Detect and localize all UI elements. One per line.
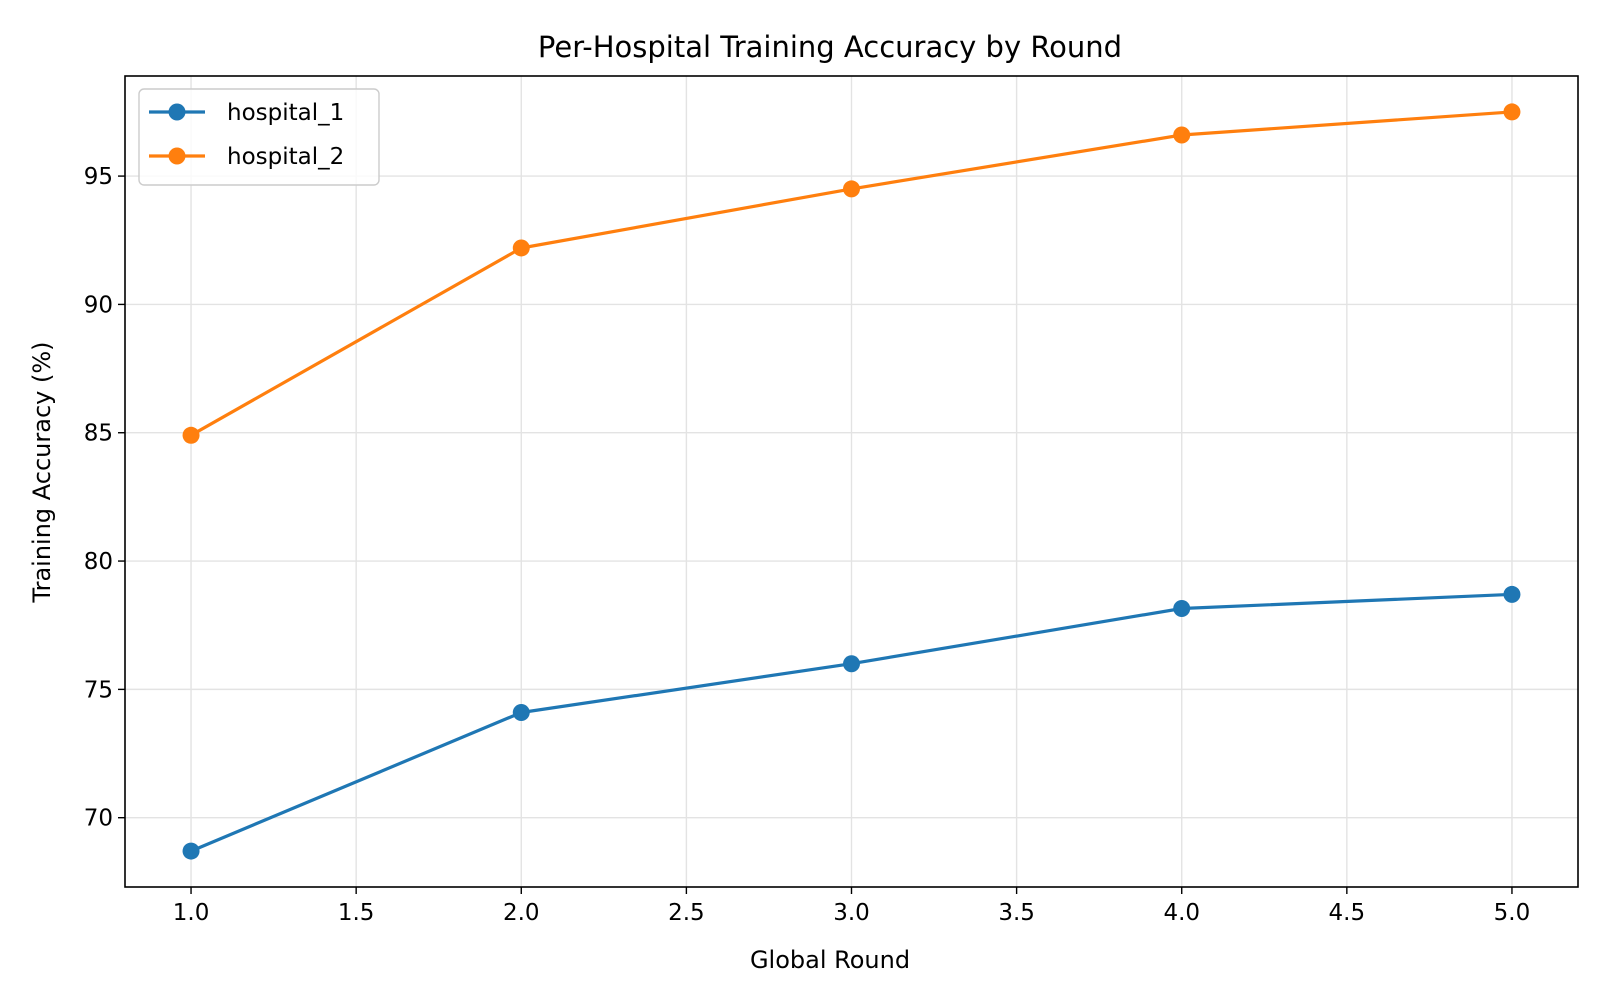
x-tick-label: 1.5 xyxy=(338,900,375,926)
legend-item: hospital_2 xyxy=(149,144,344,170)
series-group xyxy=(182,103,1521,860)
x-tick-label: 2.5 xyxy=(668,900,705,926)
data-point xyxy=(843,180,860,198)
y-tick-label: 95 xyxy=(84,164,113,190)
y-tick-label: 75 xyxy=(84,677,113,703)
series-hospital_2 xyxy=(182,103,1521,444)
series-hospital_1 xyxy=(182,585,1521,860)
data-point xyxy=(1173,126,1191,144)
y-axis-label: Training Accuracy (%) xyxy=(28,341,56,603)
x-tick-label: 1.0 xyxy=(173,900,210,926)
data-point xyxy=(1173,600,1191,618)
data-point xyxy=(843,655,860,673)
y-tick-label: 80 xyxy=(84,549,113,575)
data-point xyxy=(182,426,200,444)
data-point xyxy=(512,703,530,721)
chart-title: Per-Hospital Training Accuracy by Round xyxy=(538,30,1122,64)
y-tick-label: 70 xyxy=(84,806,113,832)
x-tick-label: 5.0 xyxy=(1494,900,1531,926)
y-tick-label: 90 xyxy=(84,292,113,318)
x-axis: 1.0 1.5 2.0 2.5 3.0 3.5 4.0 4.5 5.0 xyxy=(173,887,1530,926)
x-tick-label: 2.0 xyxy=(503,900,540,926)
legend: hospital_1 hospital_2 xyxy=(138,88,380,186)
legend-marker xyxy=(168,147,186,165)
x-tick-label: 4.5 xyxy=(1329,900,1366,926)
data-point xyxy=(1503,585,1521,603)
legend-label: hospital_1 xyxy=(227,100,344,126)
y-tick-label: 85 xyxy=(84,421,113,447)
grid xyxy=(125,76,1578,887)
x-axis-label: Global Round xyxy=(750,946,910,974)
x-tick-label: 3.0 xyxy=(833,900,870,926)
legend-item: hospital_1 xyxy=(149,100,344,126)
data-point xyxy=(1503,103,1521,121)
x-tick-label: 4.0 xyxy=(1163,900,1200,926)
data-point xyxy=(182,842,200,860)
legend-label: hospital_2 xyxy=(227,144,344,170)
data-point xyxy=(512,239,530,257)
y-axis: 70 75 80 85 90 95 xyxy=(84,164,125,832)
x-tick-label: 3.5 xyxy=(998,900,1035,926)
legend-marker xyxy=(168,103,186,121)
